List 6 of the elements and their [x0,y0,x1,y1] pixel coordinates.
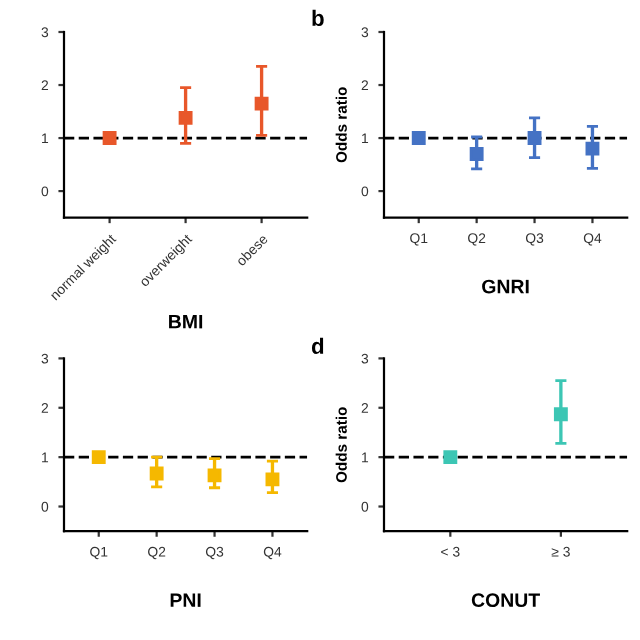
x-axis-title: GNRI [482,279,529,294]
chart-title: b [312,9,324,27]
chart-title: d [311,337,324,354]
x-axis-title: BMI [169,314,203,329]
x-axis-title: CONUT [471,593,540,608]
x-axis-title: PNI [170,593,201,607]
